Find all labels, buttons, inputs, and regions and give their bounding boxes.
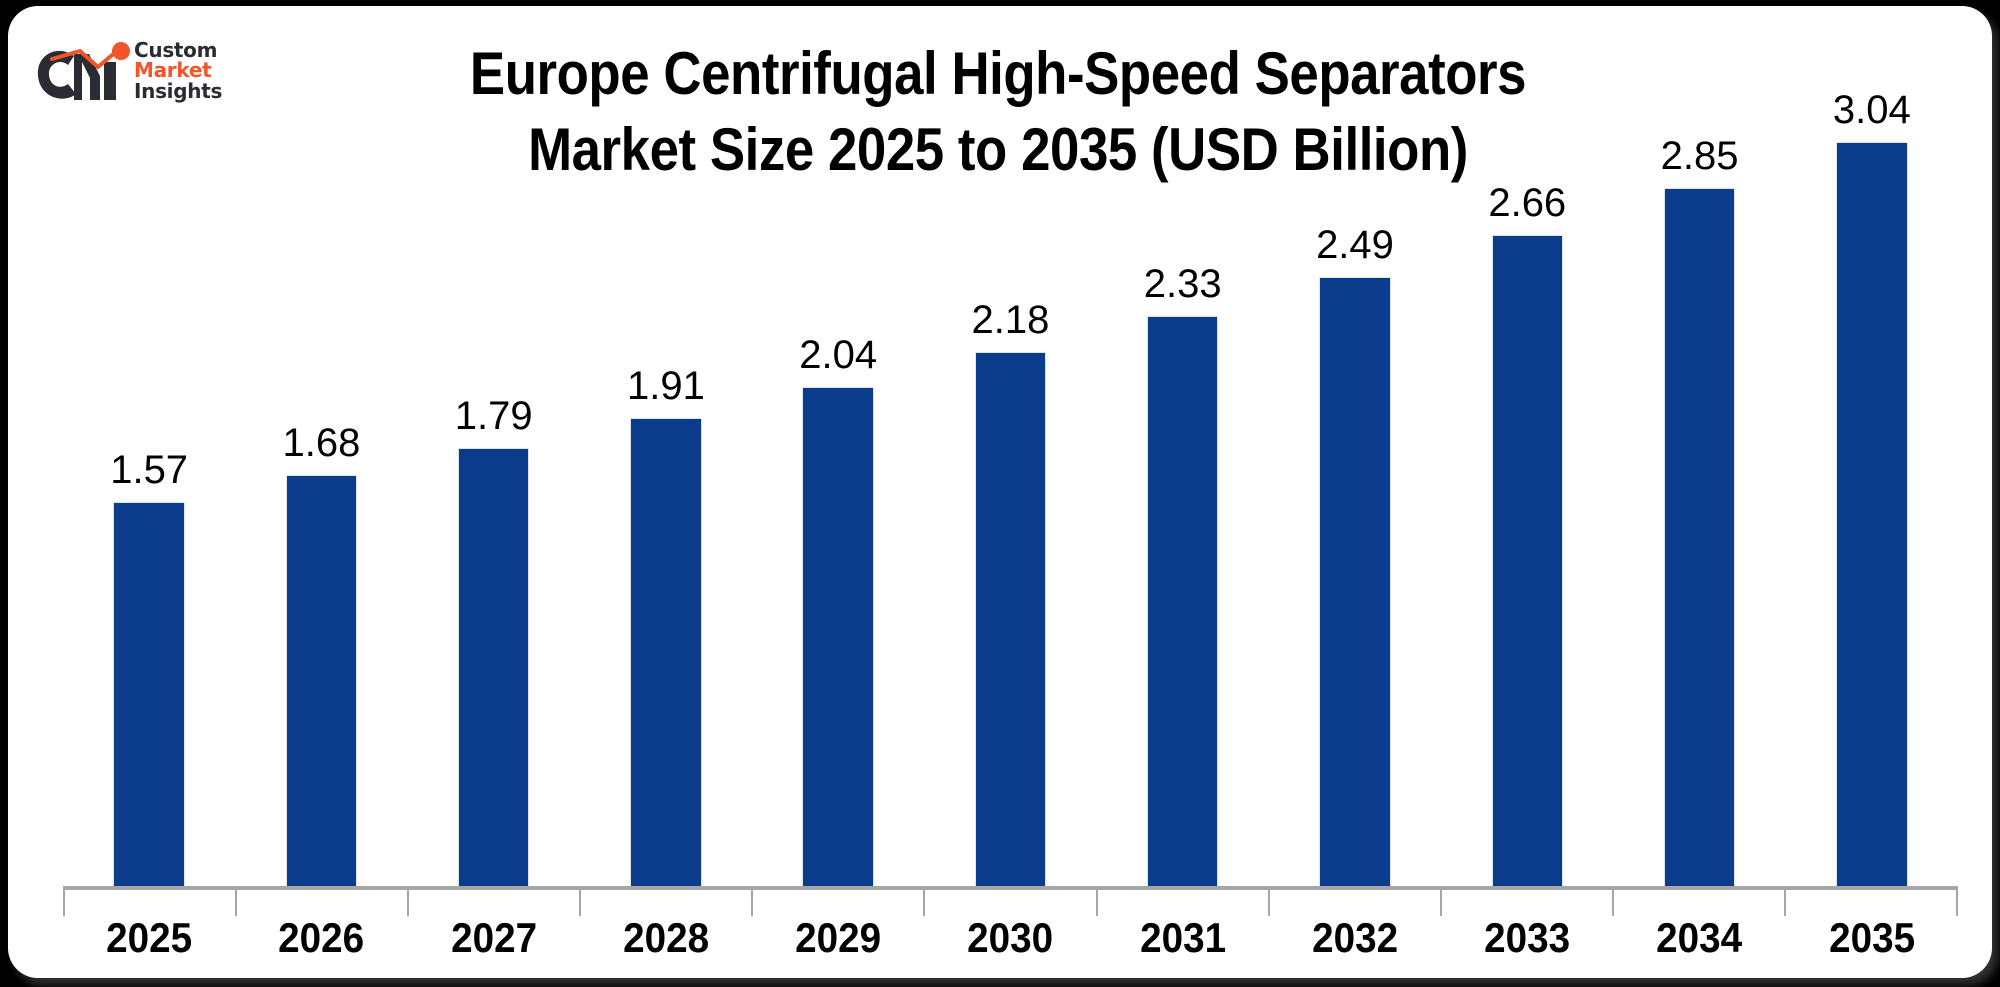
bar-category: 2.49 (1269, 66, 1441, 886)
bar[interactable] (457, 447, 530, 886)
x-axis-label: 2035 (1828, 914, 1915, 961)
bar[interactable] (1836, 141, 1908, 886)
x-axis-label: 2031 (1139, 914, 1226, 961)
cmi-logo: Custom Market Insights (34, 34, 224, 116)
x-axis-label: 2025 (106, 914, 193, 961)
bar[interactable] (1319, 276, 1391, 886)
x-axis-label: 2028 (622, 914, 709, 961)
bar-value-label: 1.79 (454, 393, 533, 438)
x-axis-tick (1783, 890, 1959, 916)
bar-value-label: 1.68 (282, 420, 361, 465)
bar-category: 2.18 (924, 66, 1096, 886)
x-axis-tick (751, 890, 923, 916)
x-axis-label: 2026 (278, 914, 365, 961)
x-axis-tick (1095, 890, 1268, 916)
bar[interactable] (630, 418, 702, 886)
x-axis-label: 2030 (967, 914, 1054, 961)
x-axis-label: 2034 (1656, 914, 1743, 961)
bar-category: 3.04 (1786, 66, 1958, 886)
bar-value-label: 2.18 (971, 298, 1050, 343)
bar[interactable] (1663, 188, 1736, 886)
bar-category: 2.33 (1097, 66, 1269, 886)
bar-value-label: 1.57 (110, 447, 189, 492)
logo-line-insights: Insights (134, 78, 223, 103)
bar-series: 1.57 1.68 1.79 1.91 2.04 2.18 2.33 2.49 2.66 2.85… (63, 66, 1958, 886)
bar[interactable] (974, 352, 1047, 886)
bar[interactable] (285, 474, 358, 886)
bar-category: 2.04 (752, 66, 924, 886)
bar-value-label: 3.04 (1832, 87, 1911, 132)
x-axis-tick (235, 890, 407, 916)
x-axis-line (63, 886, 1958, 890)
x-axis-tick (1611, 890, 1784, 916)
x-axis-tick (63, 890, 235, 916)
bar-category: 1.79 (408, 66, 580, 886)
bar-value-label: 2.04 (799, 332, 878, 377)
bar-value-label: 2.66 (1488, 180, 1567, 225)
bar-value-label: 1.91 (627, 364, 705, 409)
bar-category: 2.85 (1613, 66, 1785, 886)
x-axis-tick (1267, 890, 1440, 916)
x-axis-label: 2032 (1312, 914, 1398, 961)
logo-line-market: Market (134, 58, 212, 83)
bar-value-label: 2.85 (1660, 134, 1739, 179)
x-axis-tick (579, 890, 751, 916)
cmi-logo-text: Custom Market Insights (134, 38, 223, 103)
bar-category: 1.57 (63, 66, 235, 886)
x-axis-labels: 2025 2026 2027 2028 2029 2030 2031 2032 2033 2034… (63, 912, 1958, 972)
bar[interactable] (802, 386, 874, 886)
chart-title: Europe Centrifugal High-Speed Separators… (469, 40, 1527, 184)
bar-category: 1.91 (580, 66, 752, 886)
x-axis-ticks (63, 890, 1959, 916)
bar-category: 1.68 (235, 66, 407, 886)
plot-area: 1.57 1.68 1.79 1.91 2.04 2.18 2.33 2.49 2.66 2.85… (63, 66, 1958, 886)
bar[interactable] (113, 501, 185, 886)
x-axis-tick (923, 890, 1095, 916)
x-axis-label: 2033 (1484, 914, 1571, 961)
bar[interactable] (1491, 234, 1563, 886)
x-axis-label: 2027 (450, 914, 537, 961)
logo-line-custom: Custom (134, 38, 218, 62)
bar-value-label: 2.33 (1143, 261, 1222, 306)
x-axis-tick (1439, 890, 1612, 916)
bar-category: 2.66 (1441, 66, 1613, 886)
bar[interactable] (1146, 315, 1219, 886)
bar-value-label: 2.49 (1316, 222, 1394, 267)
x-axis-tick (407, 890, 579, 916)
chart-card: Custom Market Insights Europe Centrifuga… (8, 6, 1992, 978)
x-axis-label: 2029 (795, 914, 882, 961)
cmi-logo-mark (37, 42, 130, 100)
